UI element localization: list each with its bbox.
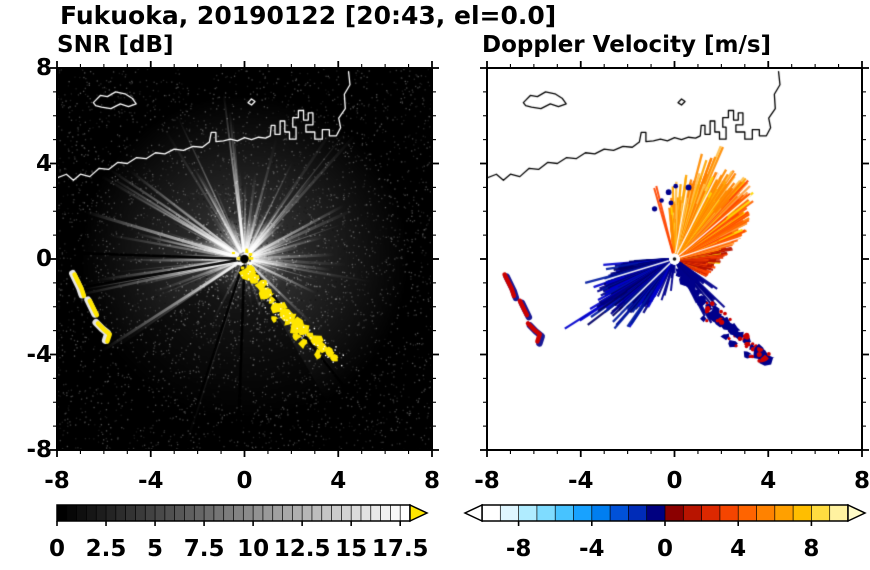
colorbar-segment (646, 505, 666, 521)
x-tick-label: 8 (853, 468, 870, 494)
colorbar-segment (115, 505, 127, 521)
colorbar-segment (370, 505, 382, 521)
colorbar-segment (390, 505, 401, 521)
colorbar-segment (243, 505, 254, 521)
colorbar-segment (164, 505, 176, 521)
y-tick-label: 4 (35, 150, 52, 177)
colorbar-segment (184, 505, 195, 521)
colorbar-tick-label: 0 (48, 536, 66, 562)
colorbar-segment (194, 505, 205, 521)
colorbar-segment (96, 505, 107, 521)
colorbar-segment (174, 505, 185, 521)
colorbar-segment (482, 505, 501, 521)
colorbar-segment (262, 505, 274, 521)
colorbar-segment (380, 505, 391, 521)
colorbar-segment (811, 505, 831, 521)
colorbar-tick-label: 7.5 (183, 536, 225, 562)
colorbar-tick-label: 12.5 (273, 536, 331, 562)
snr-plot-canvas (57, 68, 432, 450)
snr-panel-title: SNR [dB] (57, 32, 174, 58)
x-tick-label: -8 (474, 468, 500, 494)
colorbar-over-arrow (409, 503, 429, 523)
colorbar-segment (591, 505, 611, 521)
colorbar-segment (311, 505, 323, 521)
colorbar-segment (253, 505, 264, 521)
colorbar-segment (331, 505, 342, 521)
colorbar-segment (223, 505, 234, 521)
colorbar-segment (536, 505, 556, 521)
colorbar-tick-label: 0 (656, 536, 674, 562)
colorbar-segment (829, 505, 849, 521)
colorbar-segment (573, 505, 593, 521)
colorbar-segment (106, 505, 117, 521)
colorbar-frame (481, 504, 849, 522)
colorbar-segment (756, 505, 776, 521)
colorbar-segment (341, 505, 352, 521)
y-tick-label: -4 (26, 341, 52, 368)
colorbar-tick-label: 10 (237, 536, 270, 562)
colorbar-segment (518, 505, 538, 521)
colorbar-segment (282, 505, 293, 521)
colorbar-segment (321, 505, 333, 521)
doppler-plot-canvas (487, 68, 862, 450)
colorbar-tick-label: 2.5 (85, 536, 127, 562)
y-tick-label: 0 (35, 246, 52, 272)
x-tick-label: 0 (236, 468, 253, 494)
x-tick-label: 0 (666, 468, 683, 494)
colorbar-tick-label: -8 (505, 536, 532, 562)
doppler-panel-title: Doppler Velocity [m/s] (482, 32, 772, 58)
colorbar-segment (302, 505, 313, 521)
colorbar-segment (701, 505, 721, 521)
colorbar-segment (793, 505, 812, 521)
x-tick-label: -4 (567, 468, 594, 494)
x-tick-label: -8 (44, 468, 70, 494)
x-tick-label: 4 (330, 468, 347, 494)
colorbar-segment (155, 505, 166, 521)
colorbar-under-arrow (463, 503, 483, 523)
colorbar-segment (500, 505, 520, 521)
x-tick-label: -4 (137, 468, 164, 494)
colorbar-segment (774, 505, 794, 521)
colorbar-segment (400, 505, 411, 521)
colorbar-tick-label: -4 (579, 536, 605, 562)
colorbar-segment (555, 505, 574, 521)
colorbar-segment (665, 505, 684, 521)
colorbar-tick-label: 8 (803, 536, 820, 562)
colorbar-tick-label: 4 (730, 536, 747, 562)
colorbar-segment (683, 505, 703, 521)
colorbar-segment (738, 505, 757, 521)
colorbar-frame (56, 504, 411, 522)
colorbar-segment (125, 505, 136, 521)
colorbar-segment (719, 505, 739, 521)
colorbar-segment (360, 505, 372, 521)
colorbar-tick-label: 5 (147, 536, 164, 562)
x-tick-label: 4 (760, 468, 777, 494)
colorbar-segment (145, 505, 156, 521)
colorbar-segment (628, 505, 648, 521)
colorbar-segment (351, 505, 362, 521)
colorbar-segment (86, 505, 97, 521)
colorbar-over-arrow (847, 503, 867, 523)
figure-title: Fukuoka, 20190122 [20:43, el=0.0] (60, 1, 557, 30)
colorbar-segment (610, 505, 629, 521)
colorbar-tick-label: 15 (335, 536, 368, 562)
colorbar-segment (57, 505, 68, 521)
colorbar-segment (233, 505, 244, 521)
y-tick-label: -8 (26, 437, 52, 463)
y-tick-label: 8 (35, 55, 52, 81)
x-tick-label: 8 (423, 468, 441, 494)
colorbar-segment (66, 505, 78, 521)
colorbar-segment (204, 505, 215, 521)
colorbar-segment (76, 505, 87, 521)
colorbar-segment (272, 505, 284, 521)
colorbar-segment (213, 505, 225, 521)
colorbar-tick-label: 17.5 (371, 536, 429, 562)
colorbar-segment (135, 505, 146, 521)
colorbar-segment (292, 505, 303, 521)
